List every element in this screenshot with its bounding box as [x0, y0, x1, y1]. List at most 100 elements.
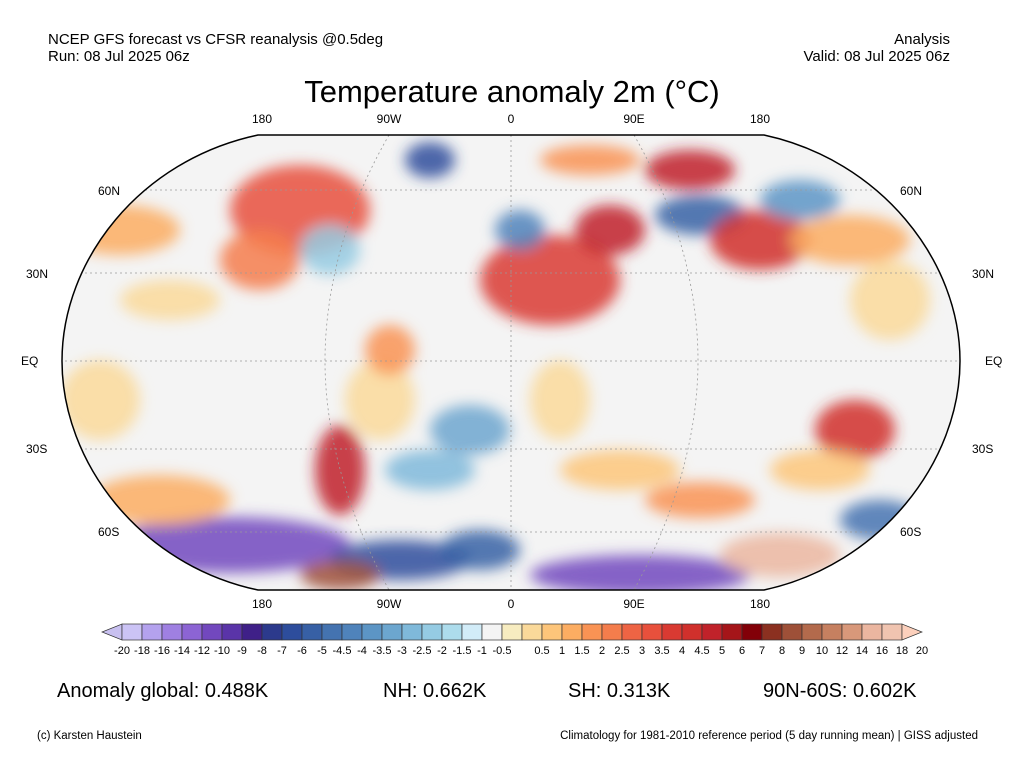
colorbar-tick-label: -20	[114, 645, 130, 657]
lon-label-top: 180	[251, 112, 273, 126]
colorbar-box	[861, 623, 883, 641]
colorbar-tick-label: -3.5	[372, 645, 392, 657]
credit: (c) Karsten Haustein	[37, 730, 142, 742]
anomaly-sh: SH: 0.313K	[568, 680, 671, 702]
lat-label-right: 60S	[900, 525, 922, 539]
lat-label-left: 30N	[26, 267, 49, 281]
colorbar-box	[341, 623, 363, 641]
colorbar-box	[581, 623, 603, 641]
colorbar-box	[261, 623, 283, 641]
anomaly-region	[315, 425, 365, 515]
colorbar-box	[641, 623, 663, 641]
colorbar-box	[141, 623, 163, 641]
colorbar-tick-label: -4.5	[332, 645, 352, 657]
colorbar-box	[421, 623, 443, 641]
anomaly-region	[120, 280, 220, 320]
anomaly-global: Anomaly global: 0.488K	[57, 680, 269, 702]
colorbar-box	[781, 623, 803, 641]
anomaly-region	[645, 150, 735, 190]
colorbar-tick-label: 3	[638, 645, 646, 657]
anomaly-region	[645, 482, 755, 518]
colorbar-box	[241, 623, 263, 641]
lon-label-top: 90W	[376, 112, 402, 126]
colorbar-box	[181, 623, 203, 641]
colorbar-box	[801, 623, 823, 641]
colorbar-tick-label: -2	[437, 645, 447, 657]
colorbar-box	[361, 623, 383, 641]
lon-label-top: 0	[507, 112, 515, 126]
colorbar-tick-label: -18	[134, 645, 150, 657]
colorbar-box	[521, 623, 543, 641]
colorbar-box	[741, 623, 763, 641]
anomaly-90n-60s: 90N-60S: 0.602K	[763, 680, 917, 702]
anomaly-region	[385, 450, 475, 490]
anomaly-region	[540, 145, 640, 175]
lon-label-top: 90E	[623, 112, 645, 126]
colorbar-tick-label: 9	[798, 645, 806, 657]
anomaly-region	[440, 530, 520, 570]
colorbar-box	[381, 623, 403, 641]
anomaly-region	[405, 142, 455, 178]
anomaly-region	[220, 230, 300, 290]
analysis-label: Analysis	[894, 31, 950, 48]
anomaly-region	[530, 360, 590, 440]
colorbar-box	[881, 623, 903, 641]
anomaly-region	[530, 555, 750, 590]
colorbar-tick-label: 3.5	[654, 645, 670, 657]
lat-label-left: 30S	[26, 442, 48, 456]
colorbar-box	[541, 623, 563, 641]
colorbar-box	[161, 623, 183, 641]
colorbar-tick-label: 10	[815, 645, 829, 657]
colorbar-box	[401, 623, 423, 641]
lon-label-bottom: 90E	[623, 597, 645, 611]
lat-label-right: EQ	[985, 354, 1003, 368]
anomaly-region	[560, 450, 680, 490]
colorbar-box	[301, 623, 323, 641]
anomaly-region	[575, 205, 645, 255]
colorbar-tick-label: -1.5	[452, 645, 472, 657]
lat-label-right: 60N	[900, 184, 923, 198]
colorbar-box	[461, 623, 483, 641]
colorbar-box	[761, 623, 783, 641]
colorbar-tick-label: 0.5	[534, 645, 550, 657]
colorbar-tick-label: -3	[397, 645, 407, 657]
climatology-note: Climatology for 1981-2010 reference peri…	[560, 730, 978, 742]
colorbar-box	[681, 623, 703, 641]
colorbar-tick-label: 20	[915, 645, 929, 657]
anomaly-region	[495, 210, 545, 250]
colorbar-tick-label: 8	[778, 645, 786, 657]
colorbar-tick-label: -1	[477, 645, 487, 657]
anomaly-region	[62, 360, 140, 440]
colorbar-tick-label: -7	[277, 645, 287, 657]
colorbar-box	[281, 623, 303, 641]
graticule	[62, 135, 960, 590]
colorbar-tick-label: 18	[895, 645, 909, 657]
colorbar-tick-label: 5	[718, 645, 726, 657]
colorbar-tick-label: -14	[174, 645, 190, 657]
colorbar-tick-label: -0.5	[492, 645, 512, 657]
anomaly-region	[300, 225, 360, 275]
colorbar-tick-label: 4	[678, 645, 686, 657]
colorbar-tick-label: -8	[257, 645, 267, 657]
colorbar-tick-label: 2	[598, 645, 606, 657]
colorbar-tick-label: 1	[558, 645, 566, 657]
colorbar-tick-label: -4	[357, 645, 367, 657]
colorbar-box	[721, 623, 743, 641]
anomaly-region	[62, 205, 180, 255]
lat-label-right: 30S	[972, 442, 994, 456]
colorbar-box	[321, 623, 343, 641]
colorbar-box	[121, 623, 143, 641]
anomaly-region	[345, 360, 415, 440]
anomaly-region	[430, 405, 510, 455]
colorbar-tick-label: 1.5	[574, 645, 590, 657]
colorbar-box	[841, 623, 863, 641]
anomaly-region	[710, 210, 810, 270]
anomaly-region	[760, 180, 840, 220]
anomaly-region	[90, 475, 230, 525]
colorbar-tick-label: 4.5	[694, 645, 710, 657]
colorbar-box	[481, 623, 503, 641]
lat-label-left: 60S	[98, 525, 120, 539]
colorbar-under-triangle	[101, 623, 123, 641]
colorbar-tick-label: -10	[214, 645, 230, 657]
